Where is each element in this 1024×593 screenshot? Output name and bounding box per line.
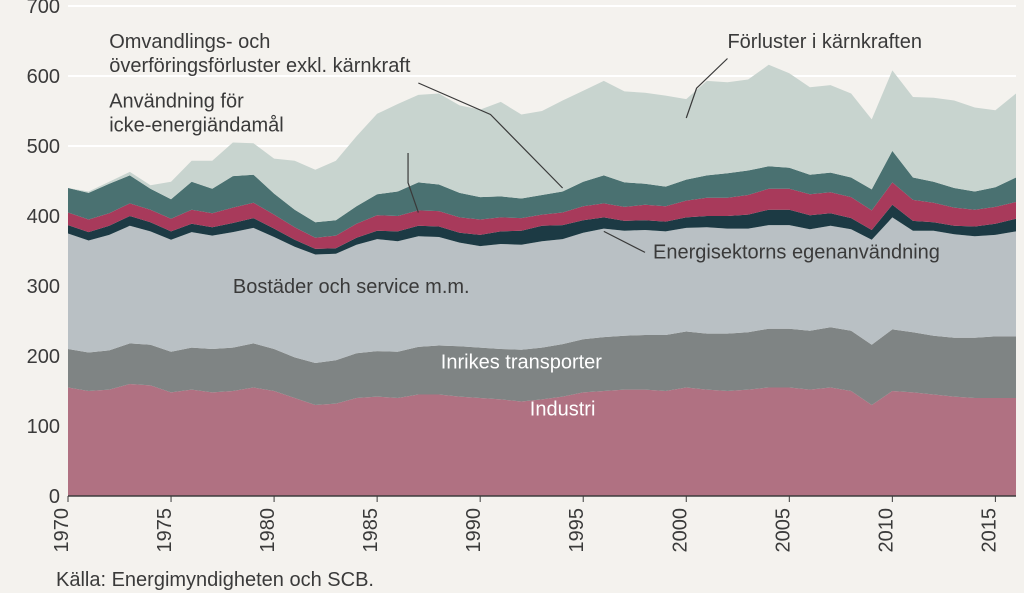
xtick-label: 2015 [978, 508, 1000, 553]
chart-svg: 0 100 200 300 400 500 600 700 1970 1975 1980 1985 19… [0, 0, 1024, 593]
xtick-label: 2005 [772, 508, 794, 553]
xtick-label: 2000 [669, 508, 691, 553]
xtick-label: 1995 [566, 508, 588, 553]
label-inrikes-transporter: Inrikes transporter [441, 352, 603, 374]
xtick-label: 1975 [154, 508, 176, 553]
ytick-label: 400 [27, 206, 60, 228]
xtick-label: 1980 [257, 508, 279, 553]
label-bostader-service: Bostäder och service m.m. [233, 276, 470, 298]
ytick-label: 500 [27, 136, 60, 158]
label-egenanvandning: Energisektorns egenanvändning [653, 242, 940, 264]
ytick-label: 200 [27, 346, 60, 368]
stacked-area-chart: 0 100 200 300 400 500 600 700 1970 1975 1980 1985 19… [0, 0, 1024, 593]
label-forluster-karnkraft: Förluster i kärnkraften [727, 31, 922, 53]
xtick-label: 1985 [360, 508, 382, 553]
xtick-label: 2010 [875, 508, 897, 553]
label-industri: Industri [530, 399, 596, 421]
ytick-label: 100 [27, 416, 60, 438]
xtick-label: 1970 [51, 508, 73, 553]
ytick-label: 700 [27, 0, 60, 18]
source-text: Källa: Energimyndigheten och SCB. [56, 569, 374, 591]
ytick-label: 300 [27, 276, 60, 298]
ytick-label: 600 [27, 66, 60, 88]
ytick-label: 0 [49, 486, 60, 508]
xtick-label: 1990 [463, 508, 485, 552]
